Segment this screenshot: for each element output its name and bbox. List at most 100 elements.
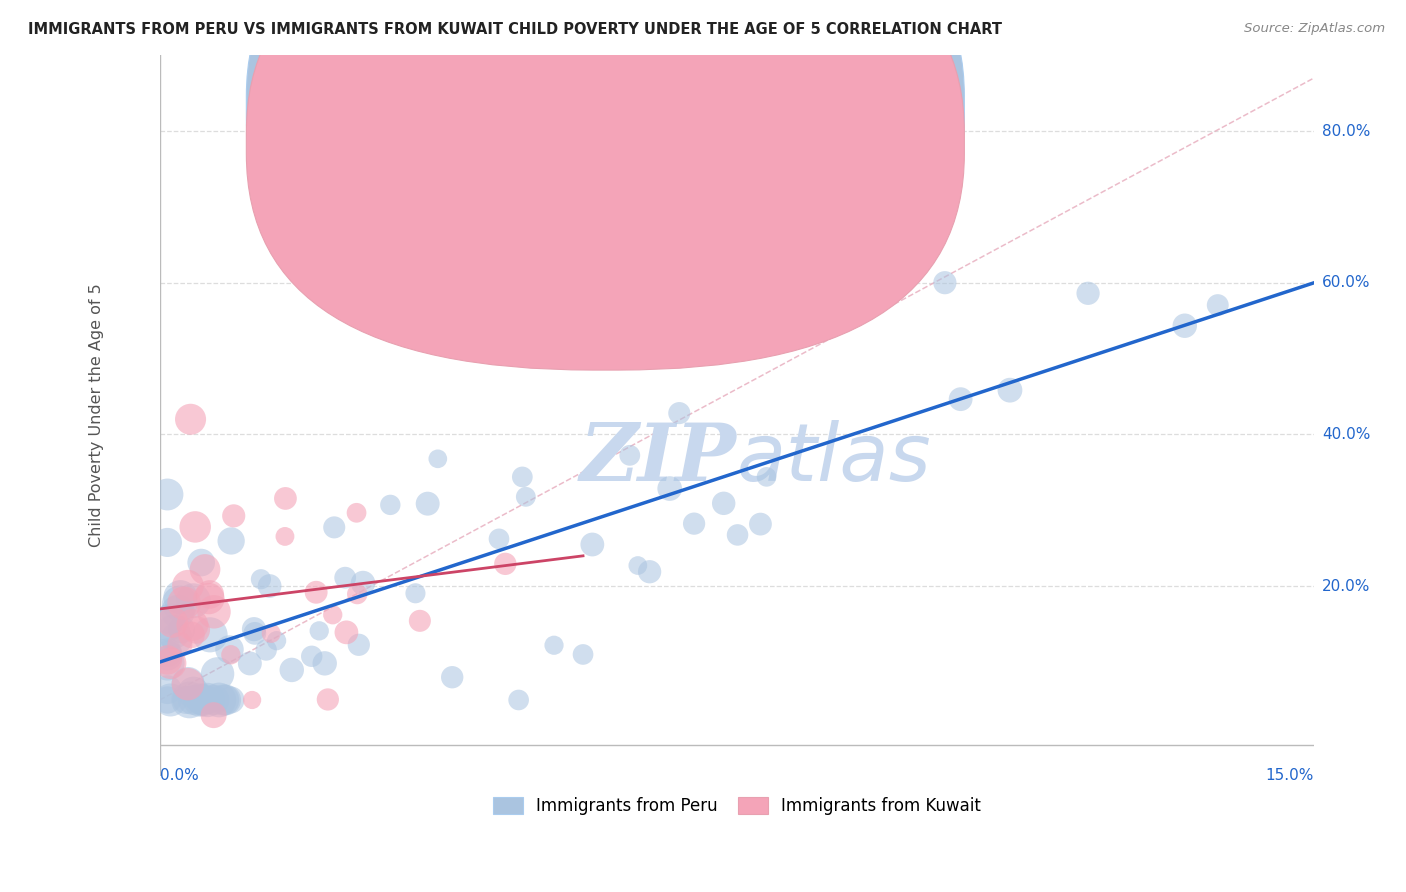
FancyBboxPatch shape bbox=[575, 84, 835, 174]
Point bbox=[308, 624, 330, 638]
Point bbox=[727, 528, 749, 542]
Point bbox=[713, 496, 735, 510]
Point bbox=[207, 667, 229, 681]
Point bbox=[167, 605, 190, 619]
Point bbox=[266, 633, 288, 648]
Point bbox=[441, 670, 464, 684]
Point bbox=[515, 490, 537, 504]
Point bbox=[214, 693, 236, 707]
Point bbox=[380, 498, 402, 512]
Point bbox=[198, 587, 221, 601]
Point bbox=[548, 252, 571, 267]
Point bbox=[156, 646, 179, 660]
Text: 20.0%: 20.0% bbox=[1322, 579, 1371, 594]
Text: ZIP: ZIP bbox=[581, 420, 737, 498]
Point bbox=[316, 692, 339, 706]
Point bbox=[508, 693, 530, 707]
Point bbox=[202, 605, 225, 619]
Point bbox=[159, 693, 181, 707]
FancyBboxPatch shape bbox=[246, 0, 965, 370]
Point bbox=[627, 558, 650, 573]
Point bbox=[934, 276, 956, 290]
Point bbox=[208, 693, 231, 707]
Point bbox=[198, 591, 221, 606]
Point bbox=[169, 597, 191, 611]
Point bbox=[512, 470, 534, 484]
Point bbox=[218, 642, 240, 657]
Point bbox=[259, 579, 281, 593]
Text: Source: ZipAtlas.com: Source: ZipAtlas.com bbox=[1244, 22, 1385, 36]
Point bbox=[222, 508, 245, 523]
Point bbox=[274, 491, 297, 506]
Point bbox=[668, 406, 690, 420]
Point bbox=[346, 506, 368, 520]
Point bbox=[186, 623, 208, 637]
Point bbox=[243, 622, 266, 636]
Point bbox=[219, 693, 242, 707]
Point bbox=[179, 693, 201, 707]
Point bbox=[243, 626, 266, 640]
Point bbox=[543, 638, 565, 652]
Point bbox=[159, 657, 181, 671]
Point bbox=[183, 685, 205, 699]
Point bbox=[335, 625, 357, 640]
Point bbox=[409, 614, 432, 628]
Point bbox=[347, 638, 370, 652]
Point bbox=[190, 693, 212, 707]
Text: 0.0%: 0.0% bbox=[160, 768, 198, 783]
Text: 80.0%: 80.0% bbox=[1322, 123, 1371, 138]
Point bbox=[301, 649, 323, 664]
Point bbox=[177, 579, 200, 593]
Point bbox=[240, 693, 263, 707]
Point bbox=[441, 169, 464, 184]
Point bbox=[1174, 318, 1197, 333]
Point bbox=[190, 556, 212, 570]
Point bbox=[162, 615, 184, 629]
Text: IMMIGRANTS FROM PERU VS IMMIGRANTS FROM KUWAIT CHILD POVERTY UNDER THE AGE OF 5 : IMMIGRANTS FROM PERU VS IMMIGRANTS FROM … bbox=[28, 22, 1002, 37]
Point bbox=[169, 590, 191, 604]
Point bbox=[181, 693, 204, 707]
Point bbox=[250, 572, 273, 586]
Text: Child Poverty Under the Age of 5: Child Poverty Under the Age of 5 bbox=[89, 284, 104, 548]
Point bbox=[198, 628, 221, 642]
Point bbox=[156, 616, 179, 631]
Point bbox=[173, 596, 195, 610]
Point bbox=[169, 638, 191, 652]
Point bbox=[156, 648, 179, 663]
Point bbox=[998, 383, 1021, 397]
Point bbox=[856, 260, 879, 275]
Point bbox=[191, 693, 214, 707]
Point bbox=[638, 565, 661, 579]
Point bbox=[688, 313, 710, 327]
Point bbox=[156, 653, 179, 667]
Text: R = 0.519   N = 85: R = 0.519 N = 85 bbox=[627, 98, 797, 116]
Point bbox=[181, 593, 204, 607]
Text: 60.0%: 60.0% bbox=[1322, 276, 1371, 290]
Point bbox=[274, 529, 297, 543]
Point bbox=[197, 693, 219, 707]
Point bbox=[156, 682, 179, 697]
Point bbox=[404, 586, 426, 600]
Point bbox=[181, 618, 204, 632]
Point bbox=[572, 648, 595, 662]
Point bbox=[177, 676, 200, 690]
Point bbox=[581, 537, 603, 551]
Point bbox=[194, 562, 217, 576]
Point bbox=[305, 585, 328, 599]
Point bbox=[180, 628, 202, 642]
Point bbox=[156, 487, 179, 501]
Point bbox=[176, 693, 198, 707]
Point bbox=[395, 237, 418, 252]
Point bbox=[212, 693, 235, 707]
Point bbox=[260, 626, 283, 640]
FancyBboxPatch shape bbox=[246, 0, 965, 334]
Point bbox=[335, 571, 357, 585]
Point bbox=[488, 532, 510, 546]
Point bbox=[281, 663, 304, 677]
Point bbox=[426, 451, 449, 466]
Point bbox=[352, 576, 374, 591]
Point bbox=[749, 517, 772, 532]
Point bbox=[619, 448, 641, 462]
Point bbox=[1077, 286, 1099, 301]
Point bbox=[162, 625, 184, 640]
